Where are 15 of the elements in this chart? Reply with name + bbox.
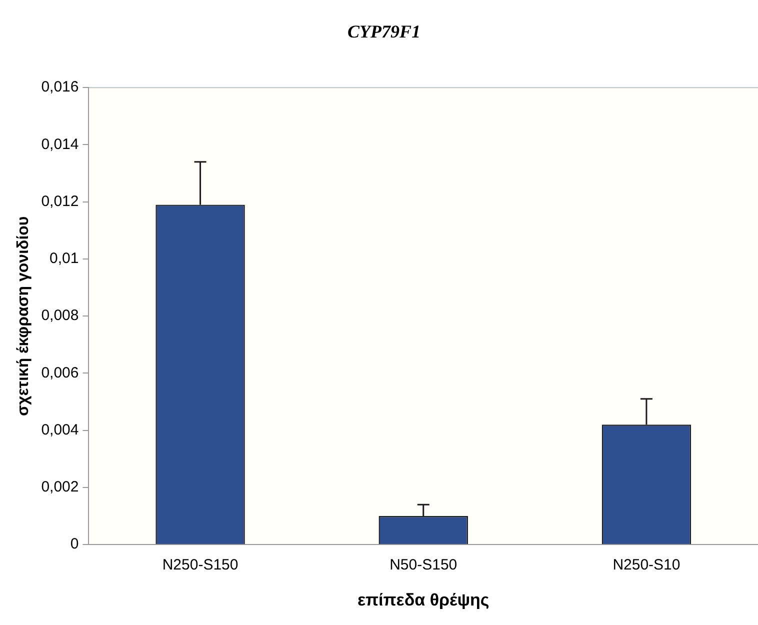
y-tick-label: 0,008 (41, 307, 79, 324)
y-tick-label: 0 (70, 536, 79, 553)
y-tick-label: 0,012 (41, 192, 79, 210)
y-tick-label: 0,01 (50, 250, 79, 268)
y-tick-label: 0,006 (41, 364, 79, 382)
y-tick-label: 0,016 (41, 78, 79, 96)
x-tick-label: N250-S10 (612, 556, 680, 574)
chart-title: CYP79F1 (347, 21, 421, 42)
y-axis-title: σχετική έκφραση γονιδίου (15, 216, 32, 416)
x-tick-label: N50-S150 (390, 556, 458, 574)
y-tick-label: 0,014 (41, 136, 79, 153)
y-tick-label: 0,002 (41, 478, 79, 496)
x-axis-title: επίπεδα θρέψης (357, 590, 490, 610)
y-tick-label: 0,004 (41, 421, 79, 438)
x-tick-label: N250-S150 (162, 556, 238, 574)
